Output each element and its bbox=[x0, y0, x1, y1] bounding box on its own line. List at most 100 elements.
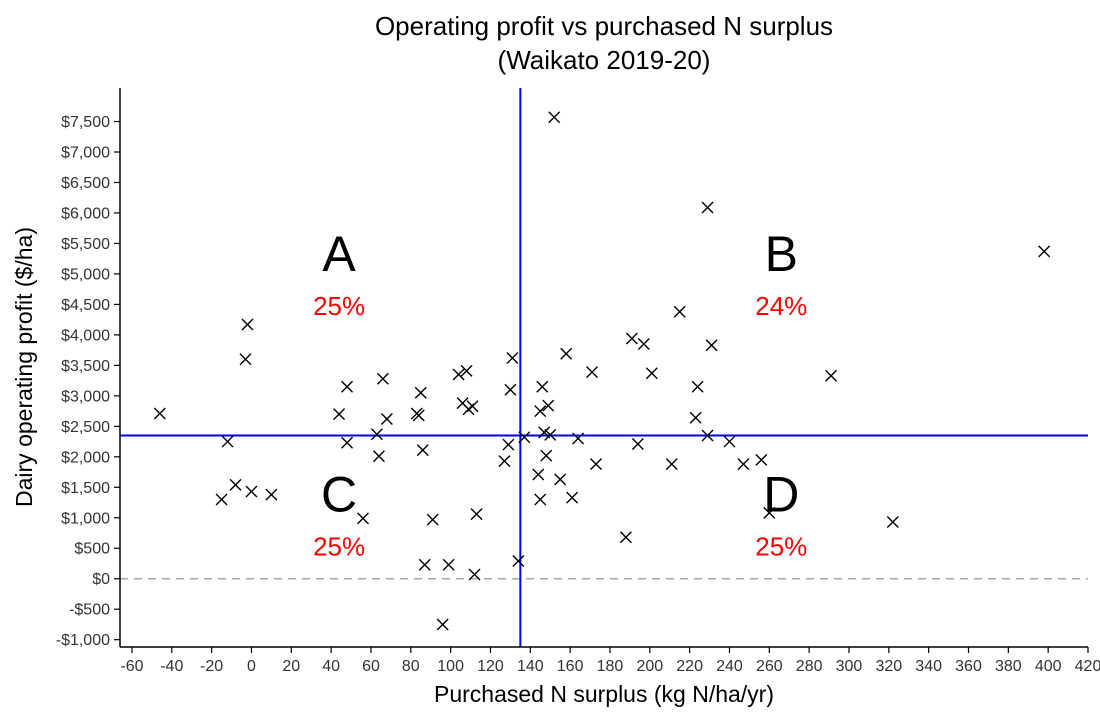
data-point-stroke bbox=[153, 407, 166, 420]
data-point bbox=[572, 432, 585, 445]
data-point-stroke bbox=[416, 444, 429, 457]
x-tick-label: 200 bbox=[636, 658, 663, 675]
data-point-stroke bbox=[637, 338, 650, 351]
x-tick-label: 80 bbox=[402, 658, 420, 675]
data-point bbox=[452, 368, 465, 381]
data-point bbox=[723, 435, 736, 448]
data-point-stroke bbox=[645, 367, 658, 380]
data-point-stroke bbox=[376, 372, 389, 385]
x-tick-label: 20 bbox=[282, 658, 300, 675]
x-tick-label: -60 bbox=[120, 658, 143, 675]
data-point bbox=[763, 506, 776, 519]
data-point bbox=[534, 493, 547, 506]
data-point-stroke bbox=[590, 458, 603, 471]
data-point-stroke bbox=[245, 485, 258, 498]
data-point bbox=[470, 508, 483, 521]
x-tick-label: -20 bbox=[200, 658, 223, 675]
data-point-stroke bbox=[701, 429, 714, 442]
y-tick-label: $4,500 bbox=[61, 297, 110, 314]
data-point bbox=[691, 380, 704, 393]
data-point bbox=[466, 400, 479, 413]
data-point bbox=[460, 364, 473, 377]
data-point-stroke bbox=[221, 435, 234, 448]
data-point bbox=[637, 338, 650, 351]
quadrant-percent: 25% bbox=[313, 532, 365, 562]
data-point-stroke bbox=[414, 386, 427, 399]
data-point-stroke bbox=[691, 380, 704, 393]
y-tick-label: $500 bbox=[74, 541, 110, 558]
data-point-stroke bbox=[506, 352, 519, 365]
x-axis-title: Purchased N surplus (kg N/ha/yr) bbox=[434, 681, 774, 707]
data-point bbox=[554, 473, 567, 486]
data-point-stroke bbox=[241, 318, 254, 331]
data-point bbox=[504, 383, 517, 396]
data-point-stroke bbox=[436, 618, 449, 631]
data-point-stroke bbox=[705, 339, 718, 352]
data-point-stroke bbox=[723, 435, 736, 448]
data-point-stroke bbox=[265, 488, 278, 501]
data-point-stroke bbox=[586, 366, 599, 379]
data-point bbox=[265, 488, 278, 501]
data-point bbox=[566, 491, 579, 504]
data-point-stroke bbox=[357, 512, 369, 525]
data-point bbox=[518, 431, 531, 444]
y-tick-label: $3,000 bbox=[61, 388, 110, 405]
x-tick-label: 260 bbox=[756, 658, 783, 675]
x-tick-label: 280 bbox=[796, 658, 823, 675]
x-tick-label: 340 bbox=[915, 658, 942, 675]
data-point-stroke bbox=[341, 436, 354, 449]
data-point bbox=[416, 444, 429, 457]
y-tick-label: $0 bbox=[92, 571, 110, 588]
data-point-stroke bbox=[341, 380, 354, 393]
data-point bbox=[631, 438, 644, 450]
data-point-stroke bbox=[825, 369, 838, 382]
data-point-stroke bbox=[544, 428, 557, 441]
data-point bbox=[540, 449, 553, 462]
data-point bbox=[590, 458, 603, 471]
data-point bbox=[239, 353, 252, 366]
data-point bbox=[701, 429, 714, 442]
data-point bbox=[534, 405, 547, 418]
x-tick-label: 240 bbox=[716, 658, 743, 675]
data-point bbox=[532, 468, 545, 481]
data-point bbox=[689, 411, 702, 424]
x-tick-label: 160 bbox=[557, 658, 584, 675]
data-point-stroke bbox=[542, 399, 555, 412]
data-point bbox=[502, 438, 515, 451]
data-point-stroke bbox=[701, 201, 714, 214]
x-tick-label: 320 bbox=[875, 658, 902, 675]
data-point-stroke bbox=[380, 413, 393, 426]
data-point-stroke bbox=[625, 332, 638, 345]
data-point-stroke bbox=[468, 568, 481, 581]
x-tick-label: 40 bbox=[322, 658, 340, 675]
data-point-stroke bbox=[418, 558, 431, 571]
y-tick-label: $1,000 bbox=[61, 510, 110, 527]
y-tick-label: $6,500 bbox=[61, 175, 110, 192]
data-point-stroke bbox=[631, 438, 644, 450]
data-point-stroke bbox=[452, 368, 465, 381]
data-point bbox=[229, 478, 242, 491]
y-tick-label: $7,000 bbox=[61, 145, 110, 162]
data-point bbox=[625, 332, 638, 345]
x-tick-label: 220 bbox=[676, 658, 703, 675]
data-point bbox=[560, 347, 573, 360]
data-point bbox=[221, 435, 234, 448]
data-point-stroke bbox=[548, 111, 561, 124]
data-point-stroke bbox=[538, 426, 551, 439]
data-point bbox=[414, 386, 427, 399]
data-point bbox=[498, 455, 511, 468]
y-tick-label: -$500 bbox=[69, 602, 110, 619]
y-tick-label: $2,500 bbox=[61, 419, 110, 436]
y-tick-label: $2,000 bbox=[61, 449, 110, 466]
data-point bbox=[544, 428, 557, 441]
data-point bbox=[341, 380, 354, 393]
data-point-stroke bbox=[426, 513, 439, 526]
quadrant-letter: C bbox=[321, 467, 357, 523]
data-point bbox=[357, 512, 369, 525]
quadrant-percent: 24% bbox=[755, 291, 807, 321]
y-tick-label: $5,500 bbox=[61, 236, 110, 253]
data-point bbox=[586, 366, 599, 379]
data-point bbox=[825, 369, 838, 382]
y-tick-label: $1,500 bbox=[61, 480, 110, 497]
